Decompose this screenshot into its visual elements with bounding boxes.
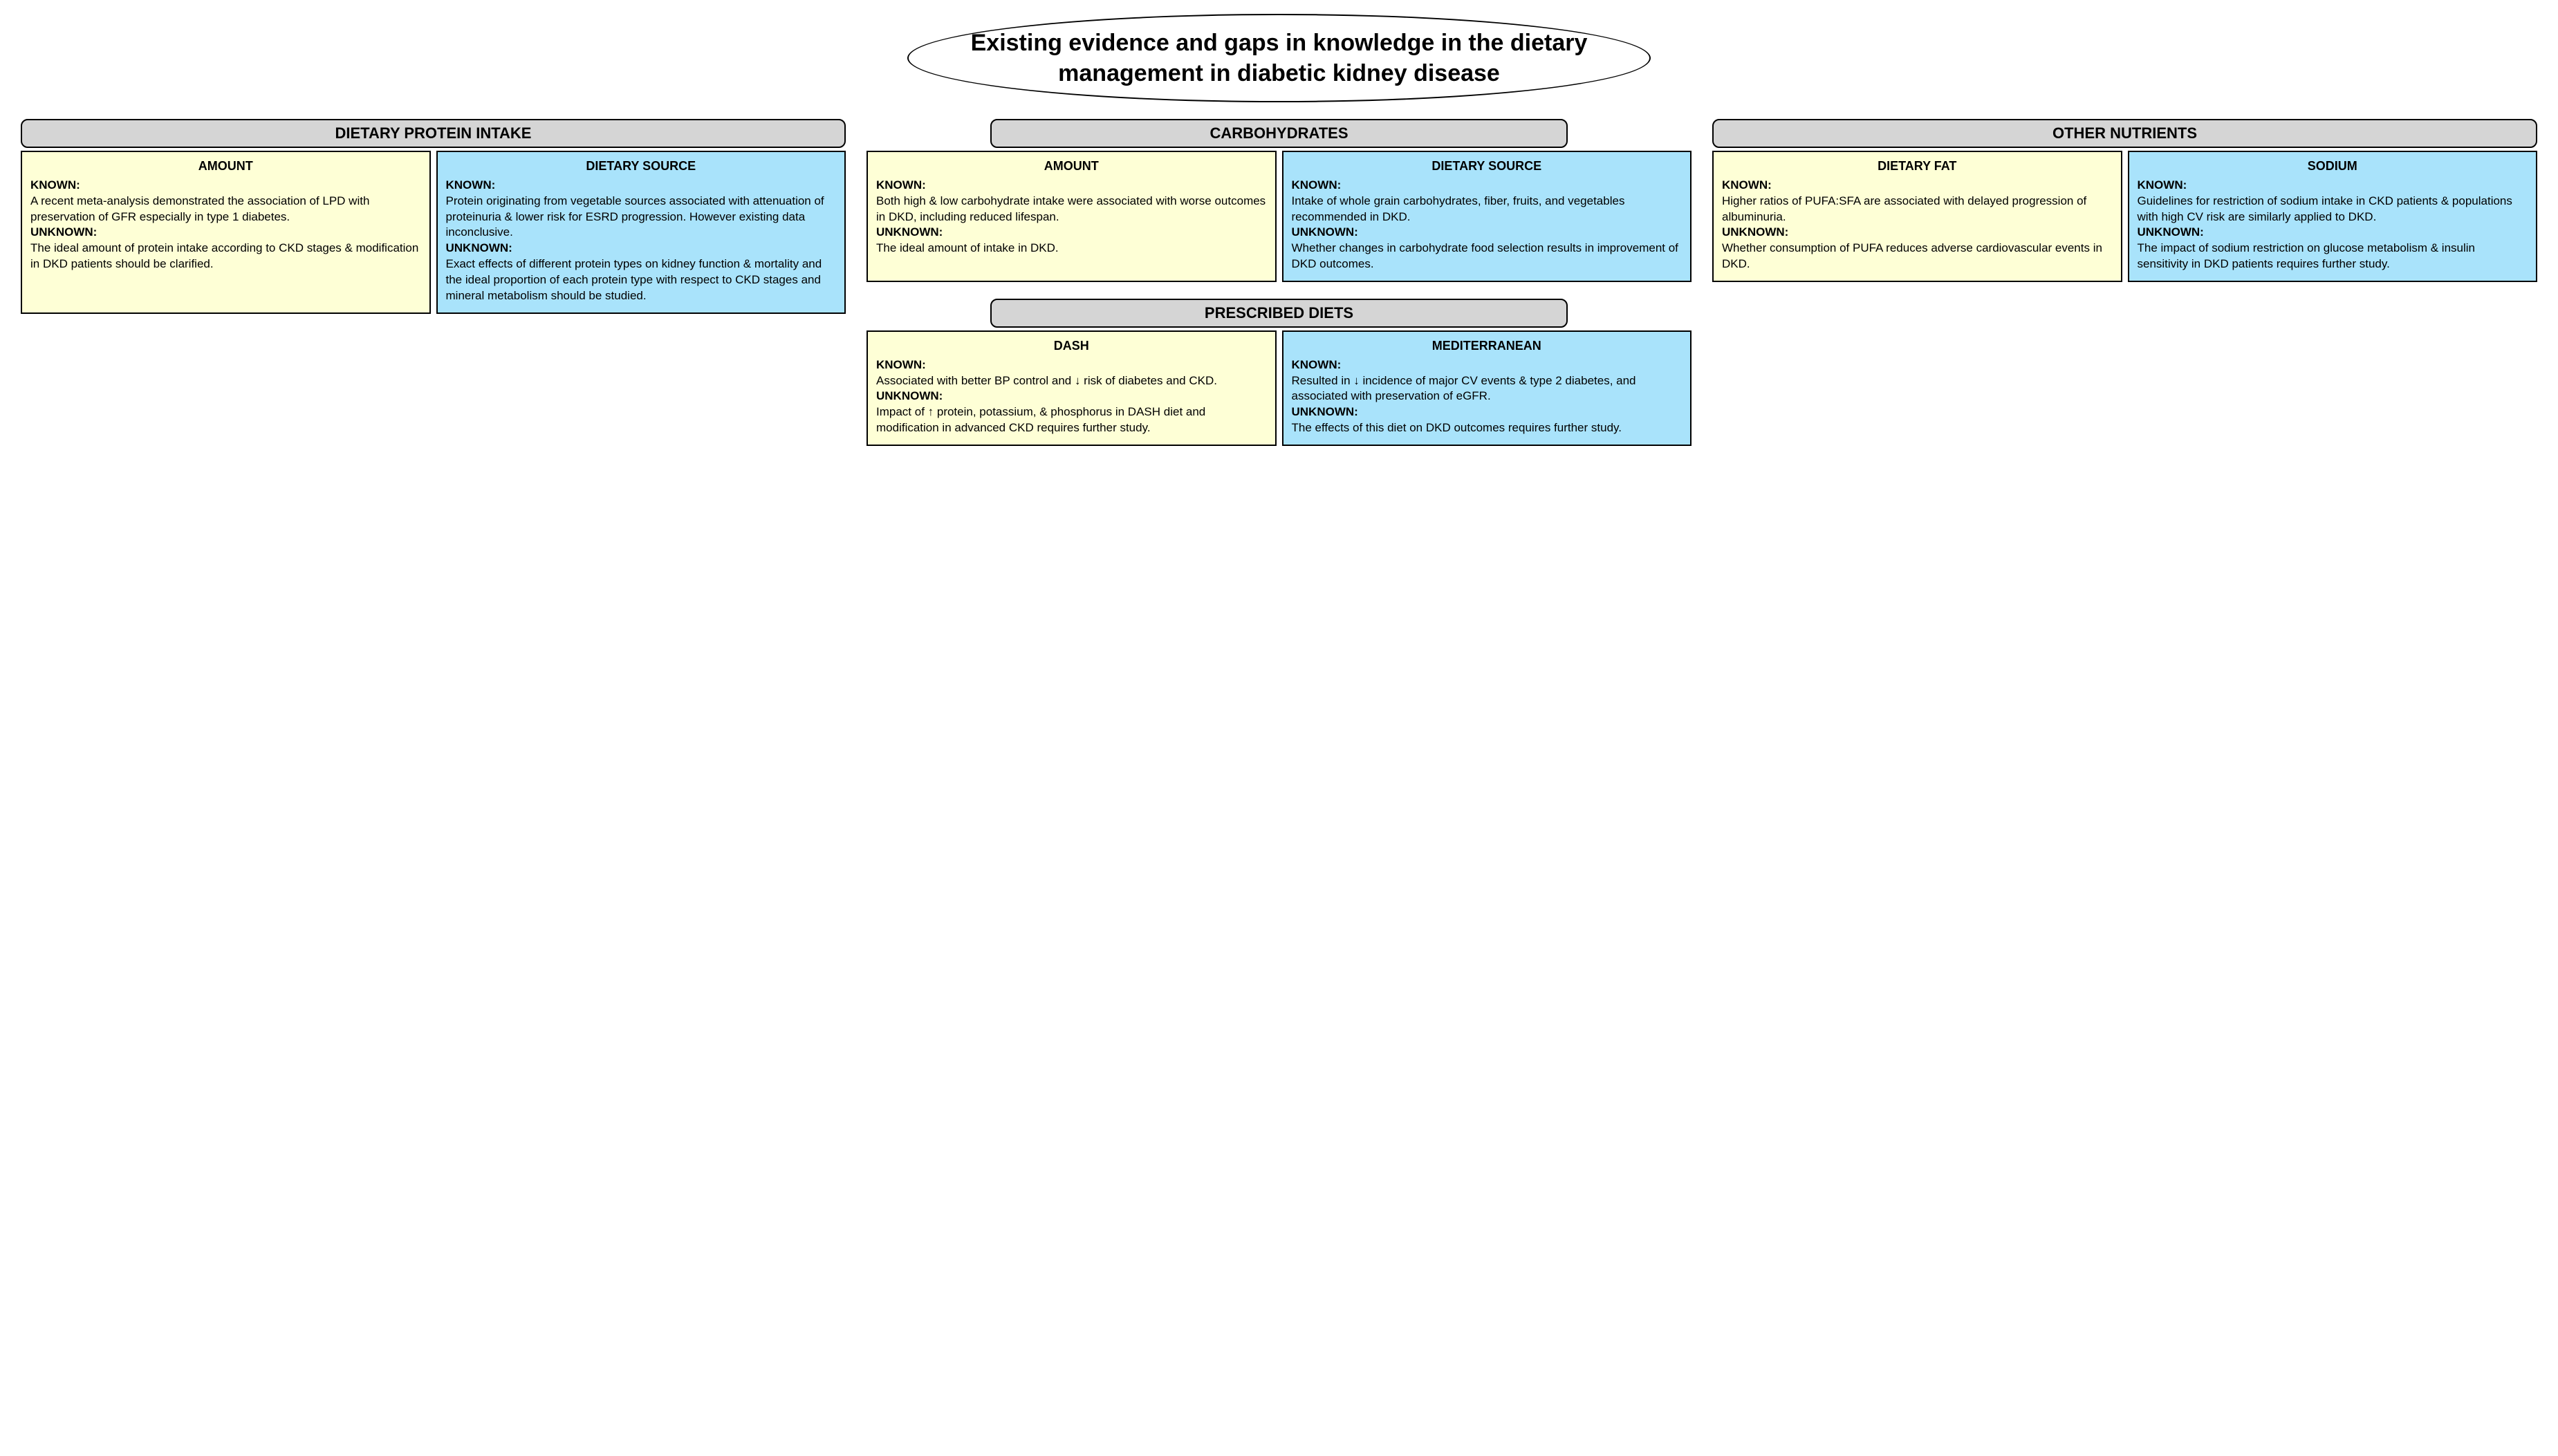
other-section: OTHER NUTRIENTS DIETARY FAT KNOWN: Highe… — [1712, 119, 2537, 282]
unknown-label: UNKNOWN: — [30, 225, 97, 239]
center-column: CARBOHYDRATES AMOUNT KNOWN: Both high & … — [866, 119, 1692, 446]
unknown-label: UNKNOWN: — [446, 241, 512, 254]
carbs-amount-card: AMOUNT KNOWN: Both high & low carbohydra… — [866, 151, 1277, 282]
fat-known: Higher ratios of PUFA:SFA are associated… — [1722, 194, 2113, 225]
protein-amount-title: AMOUNT — [30, 158, 421, 174]
sodium-known: Guidelines for restriction of sodium int… — [2138, 194, 2528, 225]
fat-unknown: Whether consumption of PUFA reduces adve… — [1722, 241, 2113, 272]
columns: DIETARY PROTEIN INTAKE AMOUNT KNOWN: A r… — [21, 119, 2537, 446]
known-label: KNOWN: — [30, 178, 80, 192]
unknown-label: UNKNOWN: — [876, 225, 943, 239]
carbs-source-card: DIETARY SOURCE KNOWN: Intake of whole gr… — [1282, 151, 1692, 282]
protein-pair: AMOUNT KNOWN: A recent meta-analysis dem… — [21, 151, 846, 314]
protein-source-title: DIETARY SOURCE — [446, 158, 837, 174]
sodium-card: SODIUM KNOWN: Guidelines for restriction… — [2128, 151, 2538, 282]
dash-title: DASH — [876, 337, 1267, 354]
protein-amount-unknown: The ideal amount of protein intake accor… — [30, 241, 421, 272]
known-label: KNOWN: — [876, 178, 926, 192]
unknown-label: UNKNOWN: — [2138, 225, 2204, 239]
dietary-fat-card: DIETARY FAT KNOWN: Higher ratios of PUFA… — [1712, 151, 2122, 282]
mediterranean-known: Resulted in ↓ incidence of major CV even… — [1292, 373, 1683, 405]
title-line-2: management in diabetic kidney disease — [1058, 60, 1500, 86]
known-label: KNOWN: — [1722, 178, 1772, 192]
protein-section: DIETARY PROTEIN INTAKE AMOUNT KNOWN: A r… — [21, 119, 846, 314]
diets-header: PRESCRIBED DIETS — [990, 299, 1568, 328]
protein-source-unknown: Exact effects of different protein types… — [446, 256, 837, 304]
carbs-amount-known: Both high & low carbohydrate intake were… — [876, 194, 1267, 225]
carbs-source-unknown: Whether changes in carbohydrate food sel… — [1292, 241, 1683, 272]
unknown-label: UNKNOWN: — [1722, 225, 1788, 239]
title-line-1: Existing evidence and gaps in knowledge … — [971, 30, 1588, 56]
diets-pair: DASH KNOWN: Associated with better BP co… — [866, 330, 1692, 446]
known-label: KNOWN: — [446, 178, 496, 192]
dash-known: Associated with better BP control and ↓ … — [876, 373, 1267, 389]
protein-source-card: DIETARY SOURCE KNOWN: Protein originatin… — [436, 151, 846, 314]
known-label: KNOWN: — [1292, 358, 1342, 371]
mediterranean-card: MEDITERRANEAN KNOWN: Resulted in ↓ incid… — [1282, 330, 1692, 446]
diets-section: PRESCRIBED DIETS DASH KNOWN: Associated … — [866, 299, 1692, 446]
carbs-header: CARBOHYDRATES — [990, 119, 1568, 148]
other-header: OTHER NUTRIENTS — [1712, 119, 2537, 148]
unknown-label: UNKNOWN: — [1292, 225, 1358, 239]
protein-amount-known: A recent meta-analysis demonstrated the … — [30, 194, 421, 225]
unknown-label: UNKNOWN: — [1292, 405, 1358, 418]
dash-card: DASH KNOWN: Associated with better BP co… — [866, 330, 1277, 446]
carbs-amount-title: AMOUNT — [876, 158, 1267, 174]
sodium-title: SODIUM — [2138, 158, 2528, 174]
dash-unknown: Impact of ↑ protein, potassium, & phosph… — [876, 404, 1267, 436]
dietary-fat-title: DIETARY FAT — [1722, 158, 2113, 174]
page-title: Existing evidence and gaps in knowledge … — [907, 14, 1651, 102]
mediterranean-title: MEDITERRANEAN — [1292, 337, 1683, 354]
carbs-pair: AMOUNT KNOWN: Both high & low carbohydra… — [866, 151, 1692, 282]
protein-source-known: Protein originating from vegetable sourc… — [446, 194, 837, 241]
unknown-label: UNKNOWN: — [876, 389, 943, 402]
title-container: Existing evidence and gaps in knowledge … — [21, 14, 2537, 102]
known-label: KNOWN: — [2138, 178, 2187, 192]
protein-amount-card: AMOUNT KNOWN: A recent meta-analysis dem… — [21, 151, 431, 314]
carbs-amount-unknown: The ideal amount of intake in DKD. — [876, 241, 1267, 256]
carbs-source-title: DIETARY SOURCE — [1292, 158, 1683, 174]
other-pair: DIETARY FAT KNOWN: Higher ratios of PUFA… — [1712, 151, 2537, 282]
known-label: KNOWN: — [876, 358, 926, 371]
carbs-source-known: Intake of whole grain carbohydrates, fib… — [1292, 194, 1683, 225]
carbs-section: CARBOHYDRATES AMOUNT KNOWN: Both high & … — [866, 119, 1692, 282]
sodium-unknown: The impact of sodium restriction on gluc… — [2138, 241, 2528, 272]
mediterranean-unknown: The effects of this diet on DKD outcomes… — [1292, 420, 1683, 436]
protein-header: DIETARY PROTEIN INTAKE — [21, 119, 846, 148]
known-label: KNOWN: — [1292, 178, 1342, 192]
